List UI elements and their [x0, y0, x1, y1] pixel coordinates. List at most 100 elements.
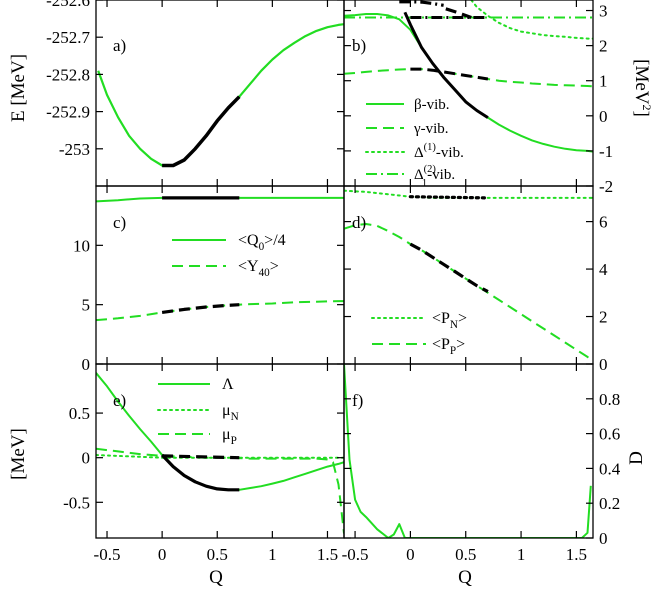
panel-d: 0 2 4 6 d) <PN> <PP> [343, 185, 608, 374]
legend-e: ΛμN μP [157, 376, 239, 447]
series-line-e-3 [160, 453, 240, 492]
panel-frame-f [343, 363, 594, 539]
x-axis-label-right: Q [458, 567, 472, 588]
ytick-label: -252.9 [46, 103, 90, 122]
series-line-c-1 [96, 300, 344, 322]
legend-c: <Q0>/4 <Y40> [172, 232, 286, 279]
xtick-label: 0 [406, 545, 415, 564]
series-group-b [344, 0, 593, 153]
ytick-label: 3 [599, 2, 608, 21]
panel-c: 0 5 10 c) <Q0>/4 <Y40> [73, 185, 345, 374]
legend-d: <PN> <PP> [371, 310, 467, 357]
series-line-c-3 [161, 303, 240, 314]
xtick-label: 1 [268, 545, 277, 564]
ytick-label: 0 [82, 449, 91, 468]
axis-label-mev2-end: ] [631, 111, 652, 117]
series-line-a-1 [162, 95, 241, 168]
xtick-label: 0.5 [455, 545, 476, 564]
ytick-label: 0.5 [69, 404, 90, 423]
panel-label-a: a) [113, 36, 126, 55]
ytick-label: 10 [73, 236, 90, 255]
legend-label: γ-vib. [413, 121, 449, 137]
series-line-e-0 [96, 372, 344, 491]
panel-frame-c [95, 185, 345, 365]
legend-label: <PP> [432, 336, 465, 357]
legend-label: Δ(1)-vib. [414, 142, 464, 161]
series-line-e-4 [162, 454, 240, 460]
axis-label-mev2: [MeV2] [631, 59, 654, 117]
series-line-b-8 [445, 7, 472, 20]
ytick-label: 0 [599, 107, 608, 126]
series-group-e [96, 372, 344, 534]
series-line-e-1 [96, 454, 344, 459]
series-line-b-2 [470, 0, 593, 40]
series-group-a [97, 23, 344, 168]
series-line-e-2 [96, 447, 344, 534]
series-line-b-4 [403, 11, 489, 119]
ytick-label: 0.8 [599, 390, 620, 409]
panel-frame-e [95, 363, 345, 539]
legend-label: Δ(2) 1-vib. [414, 164, 455, 189]
series-group-d [344, 189, 593, 363]
ytick-label: 6 [599, 213, 608, 232]
axis-label-e-mev: E [MeV] [8, 54, 29, 122]
panel-b: -2 -1 0 1 2 3 b) β-vib. γ-vib. Δ(1)-vib. Δ(2) 1-vib… [343, 0, 613, 196]
panel-a: -253 -252.9 -252.8 -252.7 -252.6 a) [46, 0, 345, 187]
panel-label-f: f) [352, 391, 363, 410]
legend-b: β-vib. γ-vib. Δ(1)-vib. Δ(2) 1-vib. [365, 97, 464, 189]
panel-frame-b [343, 0, 594, 187]
legend-label: <Y40> [238, 258, 279, 279]
ytick-label: 2 [599, 308, 608, 327]
panel-label-c: c) [113, 213, 126, 232]
series-line-d-1 [344, 223, 593, 363]
xtick-label: 1.5 [566, 545, 587, 564]
ytick-label: 5 [82, 296, 91, 315]
legend-label: Λ [222, 376, 234, 393]
ytick-label: -252.8 [46, 65, 90, 84]
ytick-label: -0.5 [63, 493, 90, 512]
panels: -253 -252.9 -252.8 -252.7 -252.6 a) -2 -1 0 1 2 3 b)… [46, 0, 621, 564]
panel-f: 0 0.2 0.4 0.6 0.8 -0.5 0 0.5 1 1.5 f) [342, 363, 621, 564]
series-line-b-1 [344, 68, 593, 88]
legend-label: β-vib. [414, 97, 450, 113]
series-line-f-0 [344, 364, 592, 538]
series-line-b-7 [399, 0, 444, 7]
ytick-label: 4 [599, 260, 608, 279]
ytick-label: -2 [599, 177, 613, 196]
series-line-d-0 [344, 189, 593, 199]
panel-e: -0.5 0 0.5 -0.5 0 0.5 1 1.5 e) ΛμN μP [63, 363, 345, 564]
panel-label-d: d) [352, 213, 366, 232]
xtick-label: -0.5 [94, 545, 121, 564]
axis-label-mev2-base: [MeV [631, 59, 652, 105]
series-group-f [344, 364, 592, 538]
xtick-label: 0.5 [207, 545, 228, 564]
ytick-label: 0 [82, 355, 91, 374]
ytick-label: 0.4 [599, 459, 621, 478]
panel-label-b: b) [352, 36, 366, 55]
series-line-d-2 [409, 242, 489, 294]
axis-label-mev-e: [MeV] [8, 428, 29, 480]
legend-label: μN [222, 402, 239, 423]
series-line-b-0 [344, 13, 593, 153]
panel-frame-a [95, 0, 345, 187]
ytick-label: 0.6 [599, 425, 620, 444]
series-line-d-3 [408, 195, 490, 200]
xtick-label: 1 [517, 545, 526, 564]
ytick-label: -1 [599, 142, 613, 161]
legend-label: <PN> [432, 310, 467, 331]
ytick-label: 0.2 [599, 494, 620, 513]
axis-label-d: D [626, 451, 647, 465]
xtick-label: 1.5 [317, 545, 338, 564]
series-group-c [96, 196, 344, 322]
ytick-label: -252.6 [46, 0, 90, 10]
legend-label: μP [222, 426, 237, 447]
legend-label: <Q0>/4 [238, 232, 286, 253]
ytick-label: 0 [599, 355, 608, 374]
ytick-label: -253 [59, 140, 90, 159]
xtick-label: -0.5 [342, 545, 369, 564]
x-axis-label-left: Q [209, 567, 223, 588]
ytick-label: -252.7 [46, 28, 90, 47]
xtick-label: 0 [158, 545, 167, 564]
ytick-label: 1 [599, 72, 608, 91]
